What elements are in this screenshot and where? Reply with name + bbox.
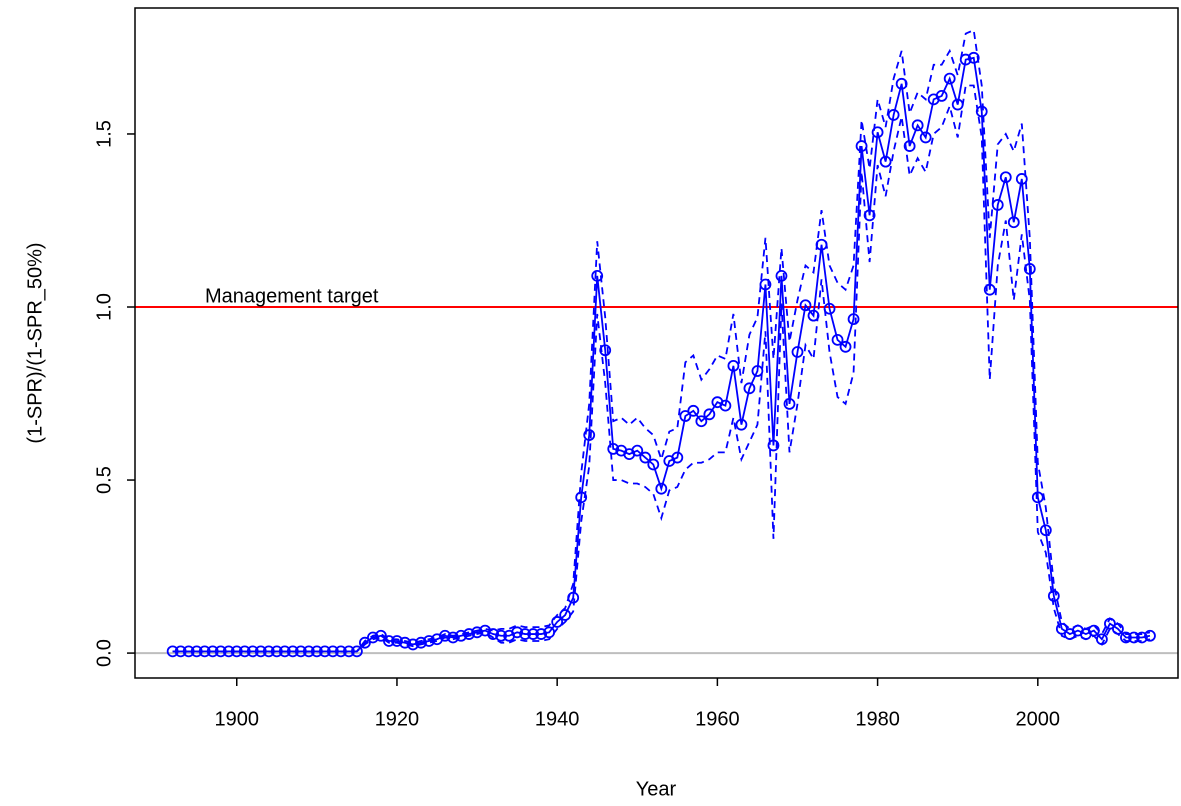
y-tick-label: 1.0	[93, 293, 115, 321]
data-point	[679, 410, 692, 422]
data-point	[599, 344, 612, 357]
y-tick-label: 0.5	[93, 466, 115, 494]
plot-frame	[134, 7, 1179, 679]
data-point	[1039, 524, 1052, 537]
data-point	[967, 51, 980, 64]
data-point	[359, 636, 371, 649]
y-tick-label: 1.5	[93, 120, 115, 148]
data-point	[391, 635, 403, 647]
data-point	[831, 333, 844, 346]
data-point	[527, 628, 540, 640]
data-point	[278, 645, 291, 658]
data-point	[519, 628, 532, 640]
y-axis-label: (1-SPR)/(1-SPR_50%)	[24, 242, 46, 443]
data-point	[911, 119, 924, 132]
data-point	[1007, 216, 1020, 229]
data-point	[775, 269, 788, 282]
y-tick-label: 0.0	[93, 639, 115, 667]
data-point	[1136, 631, 1148, 644]
data-point	[655, 482, 668, 495]
data-point	[695, 415, 708, 428]
data-point	[1144, 629, 1156, 642]
data-point	[415, 636, 427, 649]
data-point	[575, 491, 588, 504]
x-tick-label: 1940	[535, 708, 580, 730]
data-point	[254, 645, 267, 658]
data-point	[943, 72, 956, 85]
data-point	[302, 645, 315, 658]
data-point	[671, 451, 684, 464]
data-point	[326, 645, 339, 658]
data-point	[350, 645, 363, 658]
x-tick-label: 1960	[695, 708, 740, 730]
data-point	[647, 458, 660, 471]
data-point	[583, 429, 596, 441]
data-point	[535, 628, 548, 640]
data-point	[727, 359, 740, 372]
data-point	[735, 418, 748, 431]
data-point	[903, 140, 916, 152]
data-point	[847, 313, 860, 326]
series-line	[172, 84, 1151, 653]
data-point	[495, 629, 507, 642]
reference-label: Management target	[205, 285, 379, 307]
data-point	[206, 645, 219, 658]
data-point	[823, 302, 836, 315]
data-point	[1023, 263, 1036, 275]
data-point	[1031, 491, 1044, 504]
data-point	[791, 346, 804, 358]
data-point	[887, 109, 900, 121]
data-point	[855, 140, 868, 152]
data-point	[551, 616, 564, 628]
data-point	[799, 299, 812, 312]
data-point	[767, 439, 780, 452]
x-tick-label: 1900	[214, 708, 259, 730]
x-tick-label: 1980	[855, 708, 900, 730]
data-point	[1120, 631, 1132, 644]
data-point	[839, 340, 852, 353]
data-point	[687, 404, 700, 417]
x-tick-label: 2000	[1016, 708, 1061, 730]
data-point	[1047, 590, 1060, 602]
data-point	[607, 442, 620, 455]
data-point	[1015, 173, 1028, 185]
data-point	[751, 365, 764, 377]
data-point	[182, 645, 195, 658]
data-point	[703, 408, 716, 421]
data-point	[639, 451, 652, 464]
data-point	[230, 645, 243, 658]
data-point	[935, 90, 948, 102]
data-point	[999, 171, 1012, 184]
series-line	[172, 28, 1151, 653]
series-line	[172, 56, 1151, 653]
data-point	[879, 155, 892, 168]
data-point	[383, 635, 395, 647]
data-point	[983, 283, 996, 296]
data-point	[871, 126, 884, 139]
x-tick-label: 1920	[375, 708, 420, 730]
data-point	[975, 105, 988, 118]
data-point	[1128, 631, 1140, 644]
data-point	[959, 53, 972, 66]
data-point	[743, 382, 756, 395]
x-axis-label: Year	[636, 778, 677, 800]
data-point	[783, 398, 796, 410]
data-point	[919, 131, 932, 144]
data-point	[719, 399, 732, 412]
data-point	[591, 269, 604, 282]
data-point	[759, 278, 772, 291]
data-point	[991, 199, 1004, 211]
data-point	[511, 626, 524, 639]
data-point	[631, 444, 644, 457]
